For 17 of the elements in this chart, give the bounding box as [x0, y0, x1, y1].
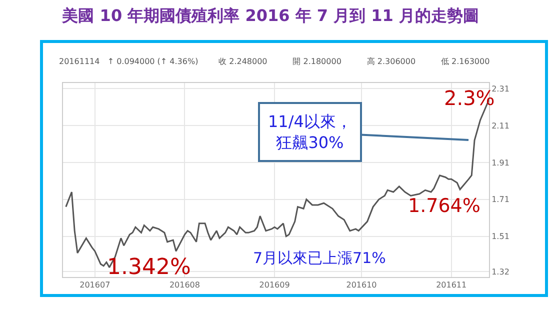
y-tick-label: 1.32	[492, 267, 510, 276]
y-tick-label: 2.31	[492, 84, 510, 94]
x-tick-label: 201607	[80, 280, 110, 290]
x-tick-label: 201611	[436, 280, 467, 290]
y-tick-label: 1.91	[492, 158, 510, 168]
y-tick-label: 1.71	[492, 195, 510, 204]
text: 20161114 ↑ 0.094000 (↑ 4.36%) 收 2.248000 開 2.180000 高 2.306000 低 2.163000	[59, 57, 490, 66]
y-tick-label: 1.51	[492, 232, 510, 242]
annotation: 7月以來已上漲71%	[253, 249, 386, 267]
annotation: 1.342%	[107, 255, 191, 280]
chart-title: 美國 10 年期國債殖利率 2016 年 7 月到 11 月的走勢圖	[61, 6, 480, 25]
x-tick-label: 201610	[346, 280, 377, 290]
annotation: 1.764%	[408, 195, 480, 217]
y-tick-label: 2.11	[492, 121, 510, 130]
annotation: 11/4以來，狂飆30%	[268, 112, 352, 152]
x-tick-label: 201609	[259, 280, 290, 290]
x-tick-label: 201608	[169, 280, 200, 290]
